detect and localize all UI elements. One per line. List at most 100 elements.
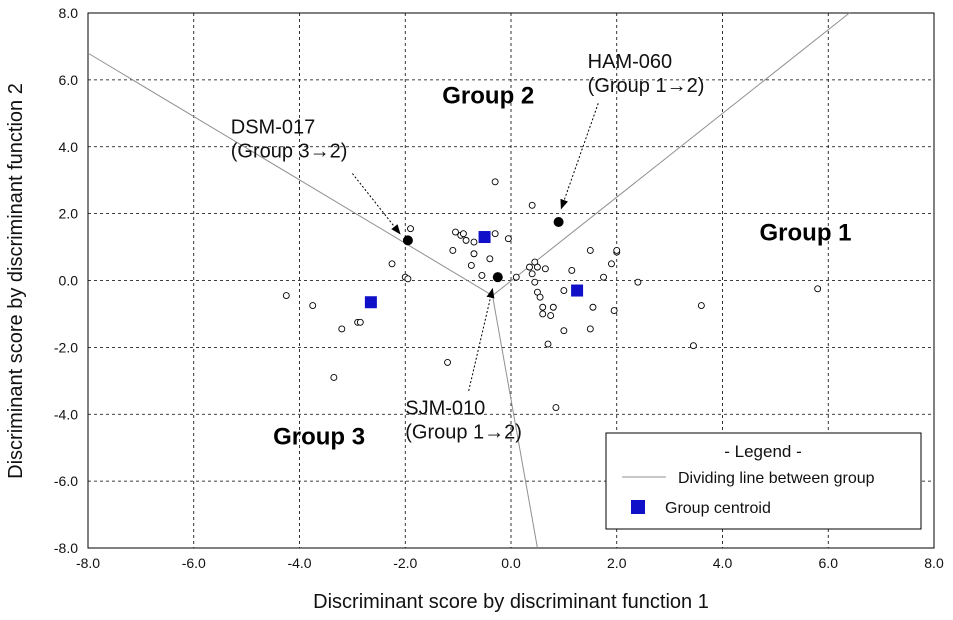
annotation-label: DSM-017 (Group 3→2) <box>231 116 348 162</box>
data-point <box>404 275 412 283</box>
y-axis-title: Discriminant score by discriminant funct… <box>5 83 27 479</box>
y-tick-label: -8.0 <box>54 540 78 556</box>
tick-labels: -8.0 -6.0 -4.0 -2.0 0.0 2.0 4.0 6.0 8.0 8.0 6.0 4.0… <box>54 5 944 571</box>
data-point <box>531 278 539 286</box>
data-point <box>600 273 607 281</box>
data-point <box>610 307 618 315</box>
data-point <box>388 260 396 268</box>
data-point <box>356 318 364 326</box>
y-tick-label: 0.0 <box>59 273 79 289</box>
legend-title: - Legend - <box>724 442 802 461</box>
data-point <box>689 342 697 350</box>
data-point <box>697 302 705 310</box>
y-tick-label: -2.0 <box>54 339 78 355</box>
misclassified-point <box>553 216 564 227</box>
annotation-arrow <box>351 173 401 235</box>
annotation-line: DSM-017 <box>231 116 315 138</box>
data-point <box>407 225 414 233</box>
x-tick-label: 2.0 <box>607 555 627 571</box>
data-point <box>613 246 621 254</box>
group-centroids <box>364 231 584 309</box>
group-labels: Group 2 Group 1 Group 3 <box>273 82 851 450</box>
data-point <box>536 293 544 301</box>
group-centroid <box>478 231 491 244</box>
data-point <box>544 340 552 348</box>
group-centroid <box>571 284 584 297</box>
y-tick-label: 8.0 <box>59 5 79 21</box>
misclassified-point <box>492 272 503 283</box>
data-point <box>470 250 478 258</box>
data-point <box>528 270 536 278</box>
data-point <box>512 273 520 281</box>
data-point <box>282 292 290 299</box>
data-point <box>491 178 499 186</box>
x-tick-label: -8.0 <box>76 555 100 571</box>
data-point <box>330 374 338 381</box>
group-centroid <box>364 296 377 309</box>
data-point <box>526 263 533 271</box>
annotation-line: SJM-010 <box>405 397 485 419</box>
misclassified-point <box>402 235 413 246</box>
data-point <box>491 230 499 238</box>
annotation-label: HAM-060 (Group 1→2) <box>588 51 705 97</box>
y-tick-label: -4.0 <box>54 406 78 422</box>
dividing-line <box>87 52 493 296</box>
data-point <box>486 255 494 263</box>
annotation-arrow <box>468 287 495 391</box>
legend-item-group-centroid: Group centroid <box>665 500 771 517</box>
data-point <box>589 303 597 311</box>
data-point <box>338 325 346 333</box>
annotations: HAM-060 (Group 1→2)DSM-017 (Group 3→2)SJM-… <box>231 51 705 443</box>
group-label: Group 1 <box>760 219 852 246</box>
data-point <box>608 260 615 268</box>
annotation-label: SJM-010 (Group 1→2) <box>405 397 522 443</box>
dividing-line <box>492 12 850 296</box>
x-tick-label: -6.0 <box>182 555 206 571</box>
misclassified-points <box>402 216 564 283</box>
x-tick-label: 0.0 <box>501 555 521 571</box>
data-point <box>541 265 549 273</box>
data-points <box>282 178 822 412</box>
data-point <box>528 201 536 209</box>
x-tick-label: -4.0 <box>287 555 311 571</box>
annotation-arrow <box>560 103 599 210</box>
data-point <box>547 312 555 320</box>
data-point <box>449 246 457 254</box>
dividing-line <box>492 295 538 549</box>
data-point <box>452 228 459 236</box>
x-tick-label: 6.0 <box>819 555 839 571</box>
annotation-line: HAM-060 <box>588 51 672 73</box>
data-point <box>549 303 557 311</box>
annotation-line: (Group 3→2) <box>231 140 348 162</box>
data-point <box>586 325 594 333</box>
data-point <box>444 358 451 366</box>
data-point <box>552 404 560 412</box>
y-tick-label: -6.0 <box>54 473 78 489</box>
data-point <box>462 236 470 244</box>
group-label: Group 3 <box>273 423 365 450</box>
annotation-line: (Group 1→2) <box>405 421 522 443</box>
x-tick-label: 8.0 <box>924 555 944 571</box>
plot-frame <box>87 12 935 549</box>
data-point <box>533 263 541 271</box>
data-point <box>634 278 642 286</box>
legend-box <box>605 432 922 530</box>
legend: - Legend - Dividing line between group G… <box>605 432 922 530</box>
annotation-line: (Group 1→2) <box>588 75 705 97</box>
x-tick-label: 4.0 <box>713 555 733 571</box>
y-tick-label: 2.0 <box>59 206 79 222</box>
y-tick-label: 4.0 <box>59 139 79 155</box>
legend-item-dividing-line: Dividing line between group <box>678 470 875 487</box>
data-point <box>459 230 467 238</box>
y-tick-label: 6.0 <box>59 72 79 88</box>
legend-centroid-swatch <box>631 500 645 514</box>
data-point <box>560 327 568 335</box>
dividing-lines <box>87 12 850 549</box>
data-point <box>467 262 475 269</box>
group-label: Group 2 <box>442 82 534 109</box>
data-point <box>560 287 568 294</box>
data-point <box>470 238 478 246</box>
data-point <box>568 267 576 274</box>
data-point <box>814 285 822 293</box>
